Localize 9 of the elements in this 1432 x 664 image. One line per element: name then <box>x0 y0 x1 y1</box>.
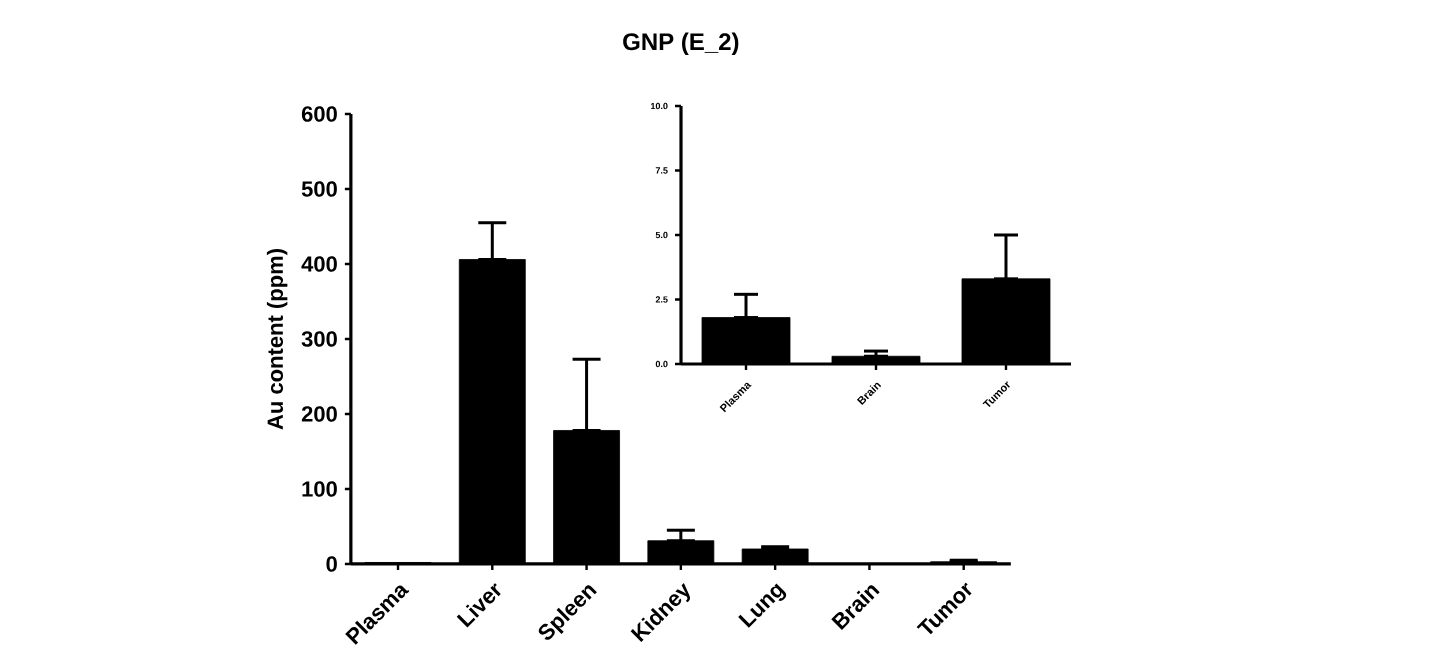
y-tick-label: 100 <box>302 481 337 497</box>
y-tick-label: 200 <box>301 406 337 422</box>
y-tick-label: 400 <box>301 256 337 272</box>
y-tick-label: 0 <box>326 556 337 572</box>
y-tick-label: 300 <box>301 331 337 347</box>
y-tick-label: 600 <box>301 106 337 122</box>
y-axis-title: Au content (ppm) <box>266 249 288 430</box>
y-tick-label: 500 <box>301 181 337 197</box>
chart-title: GNP (E_2) <box>623 32 739 55</box>
